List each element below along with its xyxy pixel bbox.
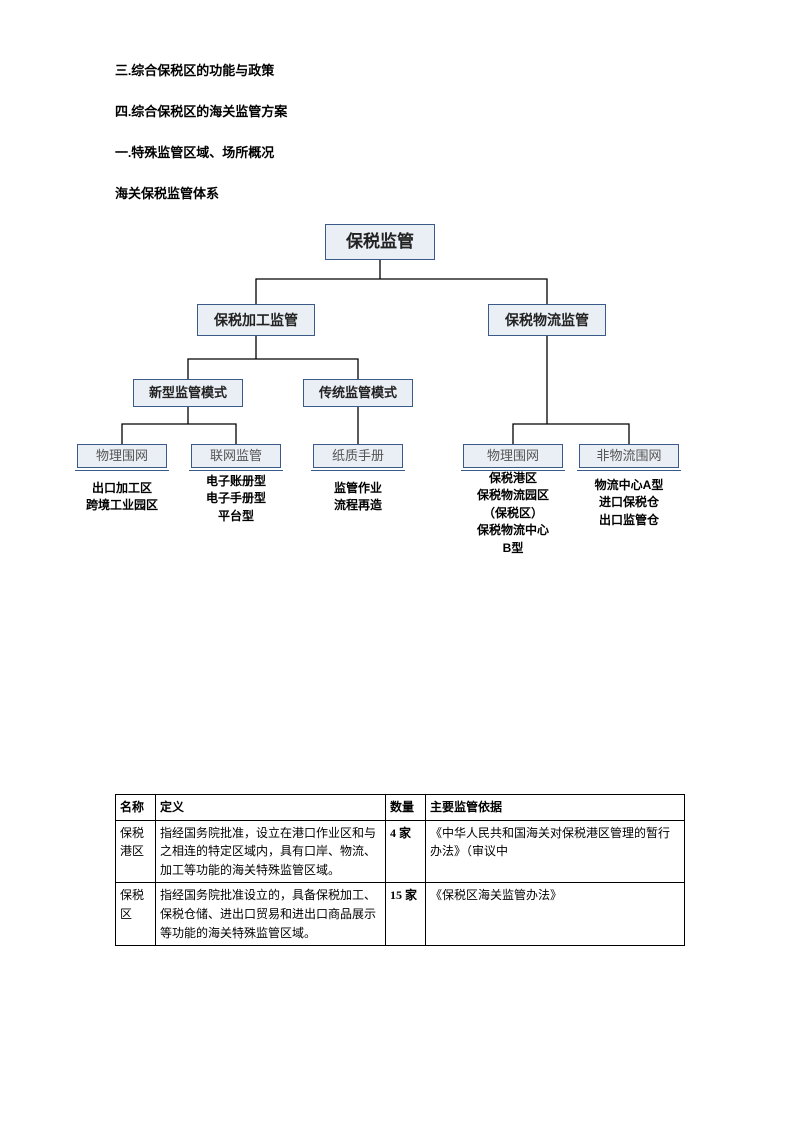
table-header-1: 定义	[156, 795, 386, 821]
tree-root: 保税监管	[325, 224, 435, 260]
subheading: 海关保税监管体系	[115, 183, 685, 202]
tree-lvl2-1: 保税物流监管	[488, 304, 606, 336]
table-cell: 《中华人民共和国海关对保税港区管理的暂行办法》（审议中	[426, 820, 685, 883]
tree-lvl3-0: 新型监管模式	[133, 379, 243, 407]
tree-leaf-body-1: 电子账册型 电子手册型 平台型	[191, 473, 281, 525]
tree-leaf-head-3: 纸质手册	[313, 444, 403, 468]
table-cell: 指经国务院批准设立的，具备保税加工、保税仓储、进出口贸易和进出口商品展示等功能的…	[156, 883, 386, 946]
document-page: 三.综合保税区的功能与政策 四.综合保税区的海关监管方案 一.特殊监管区域、场所…	[0, 0, 800, 986]
table-cell: 4 家	[386, 820, 426, 883]
org-tree-diagram: 保税监管保税加工监管保税物流监管新型监管模式传统监管模式物理围网出口加工区 跨境…	[85, 224, 685, 624]
table-row: 保税港区指经国务院批准，设立在港口作业区和与之相连的特定区域内，具有口岸、物流、…	[116, 820, 685, 883]
tree-leaf-head-1: 联网监管	[191, 444, 281, 468]
table-header-3: 主要监管依据	[426, 795, 685, 821]
tree-leaf-head-4: 物理围网	[463, 444, 563, 468]
table-header-0: 名称	[116, 795, 156, 821]
table-row: 保税区指经国务院批准设立的，具备保税加工、保税仓储、进出口贸易和进出口商品展示等…	[116, 883, 685, 946]
table-cell: 《保税区海关监管办法》	[426, 883, 685, 946]
tree-leaf-body-5: 物流中心A型 进口保税仓 出口监管仓	[579, 477, 679, 529]
tree-lvl2-0: 保税加工监管	[197, 304, 315, 336]
table-cell: 保税区	[116, 883, 156, 946]
table-cell: 指经国务院批准，设立在港口作业区和与之相连的特定区域内，具有口岸、物流、加工等功…	[156, 820, 386, 883]
heading-3: 三.综合保税区的功能与政策	[115, 60, 685, 79]
definitions-table: 名称定义数量主要监管依据 保税港区指经国务院批准，设立在港口作业区和与之相连的特…	[115, 794, 685, 946]
table-header-2: 数量	[386, 795, 426, 821]
tree-leaf-head-5: 非物流围网	[579, 444, 679, 468]
tree-leaf-body-0: 出口加工区 跨境工业园区	[77, 480, 167, 515]
table-cell: 15 家	[386, 883, 426, 946]
tree-leaf-body-4: 保税港区 保税物流园区 （保税区） 保税物流中心 B型	[463, 470, 563, 557]
table-cell: 保税港区	[116, 820, 156, 883]
tree-leaf-body-3: 监管作业 流程再造	[313, 480, 403, 515]
heading-4: 四.综合保税区的海关监管方案	[115, 101, 685, 120]
tree-lvl3-1: 传统监管模式	[303, 379, 413, 407]
heading-1: 一.特殊监管区域、场所概况	[115, 142, 685, 161]
tree-leaf-head-0: 物理围网	[77, 444, 167, 468]
